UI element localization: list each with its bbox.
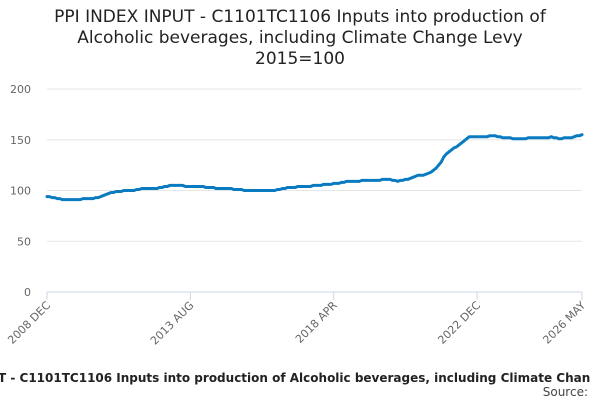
y-tick-label: 0 [24,286,31,299]
y-tick-label: 50 [17,235,31,248]
y-tick-label: 100 [10,185,31,198]
x-tick-label: 2026 MAY [540,299,588,347]
x-tick-label: 2022 DEC [435,299,483,347]
y-tick-label: 200 [10,83,31,96]
y-tick-label: 150 [10,134,31,147]
source: Source: [543,385,588,399]
chart-title: Alcoholic beverages, including Climate C… [77,28,522,48]
x-tick-label: 2008 DEC [5,299,53,347]
chart-title: 2015=100 [255,49,345,69]
caption: T - C1101TC1106 Inputs into production o… [0,371,590,385]
x-tick-label: 2018 APR [293,299,340,346]
data-line [45,133,584,202]
x-tick-label: 2013 AUG [148,299,197,348]
chart-title: PPI INDEX INPUT - C1101TC1106 Inputs int… [54,7,547,27]
